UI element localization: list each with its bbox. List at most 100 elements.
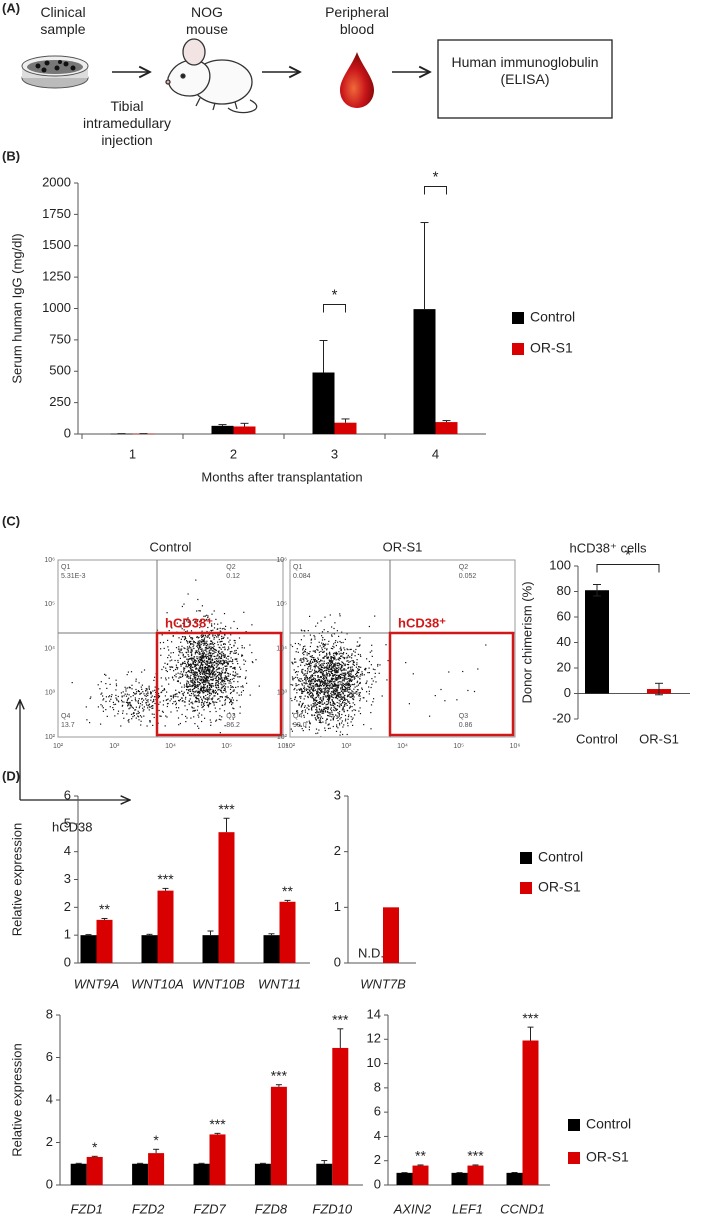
event-dot [210, 698, 212, 700]
event-dot [331, 713, 333, 715]
event-dot [186, 620, 188, 622]
bar [270, 1086, 287, 1185]
event-dot [203, 656, 205, 658]
event-dot [350, 648, 352, 650]
event-dot [191, 686, 193, 688]
event-dot [328, 682, 330, 684]
event-dot [337, 686, 339, 688]
event-dot [175, 702, 177, 704]
event-dot [126, 674, 128, 676]
event-dot [176, 680, 179, 682]
event-dot [329, 681, 331, 683]
event-dot [222, 659, 224, 661]
flow-dots [71, 579, 260, 734]
event-dot [141, 701, 143, 703]
event-dot [162, 711, 164, 713]
event-dot [106, 687, 108, 689]
event-dot [314, 651, 317, 653]
event-dot [206, 675, 208, 678]
event-dot [337, 677, 339, 679]
event-dot [193, 673, 195, 675]
event-dot [330, 662, 332, 664]
event-dot [240, 668, 242, 670]
event-dot [163, 647, 165, 649]
event-dot [211, 658, 213, 660]
significance-label: *** [157, 871, 174, 887]
event-dot [330, 680, 332, 683]
event-dot [200, 669, 202, 671]
event-dot [352, 663, 354, 665]
event-dot [288, 623, 289, 624]
event-dot [204, 667, 206, 669]
event-dot [217, 698, 219, 700]
event-dot [359, 675, 361, 677]
event-dot [230, 627, 232, 629]
event-dot [216, 671, 219, 673]
event-dot [240, 686, 242, 688]
event-dot [189, 664, 191, 666]
event-dot [137, 700, 139, 702]
event-dot [364, 668, 366, 671]
event-dot [200, 648, 202, 650]
event-dot [194, 674, 196, 676]
event-dot [127, 703, 129, 705]
legend-label: OR-S1 [538, 879, 581, 895]
event-dot [335, 640, 337, 642]
bar [96, 919, 113, 963]
event-dot [230, 657, 232, 659]
event-dot [200, 619, 203, 621]
event-dot [310, 664, 312, 666]
event-dot [212, 649, 214, 652]
event-dot [168, 649, 170, 651]
event-dot [225, 671, 227, 673]
event-dot [313, 700, 315, 702]
event-dot [301, 669, 303, 671]
event-dot [330, 658, 332, 660]
event-dot [341, 689, 343, 691]
event-dot [292, 760, 293, 761]
event-dot [355, 648, 357, 651]
event-dot [189, 677, 192, 679]
event-dot [175, 647, 178, 649]
event-dot [346, 696, 349, 698]
event-dot [207, 666, 209, 668]
event-dot [311, 696, 313, 698]
event-dot [333, 646, 335, 648]
event-dot [301, 671, 303, 673]
event-dot [221, 691, 223, 693]
event-dot [339, 724, 341, 726]
significance-label: * [433, 169, 439, 186]
event-dot [213, 672, 215, 674]
event-dot [330, 672, 333, 674]
event-dot [126, 687, 128, 689]
event-dot [358, 666, 360, 668]
event-dot [202, 652, 204, 654]
event-dot [193, 687, 196, 689]
event-dot [134, 709, 136, 711]
event-dot [149, 720, 151, 722]
event-dot [311, 694, 313, 697]
event-dot [317, 666, 319, 668]
event-dot [321, 669, 323, 671]
event-dot [315, 665, 317, 667]
significance-bracket [424, 186, 447, 195]
event-dot [188, 621, 190, 623]
event-dot [193, 677, 195, 679]
event-dot [339, 706, 341, 708]
event-dot [357, 742, 358, 743]
event-dot [320, 675, 322, 678]
event-dot [185, 656, 187, 658]
event-dot [178, 626, 180, 628]
event-dot [206, 618, 208, 620]
event-dot [100, 723, 102, 725]
bar [254, 1163, 271, 1185]
event-dot [348, 695, 350, 697]
event-dot [448, 671, 450, 673]
event-dot [86, 719, 88, 721]
event-dot [321, 666, 323, 669]
event-dot [377, 663, 379, 666]
event-dot [315, 705, 317, 707]
event-dot [351, 718, 353, 721]
event-dot [331, 667, 333, 669]
event-dot [225, 683, 227, 685]
